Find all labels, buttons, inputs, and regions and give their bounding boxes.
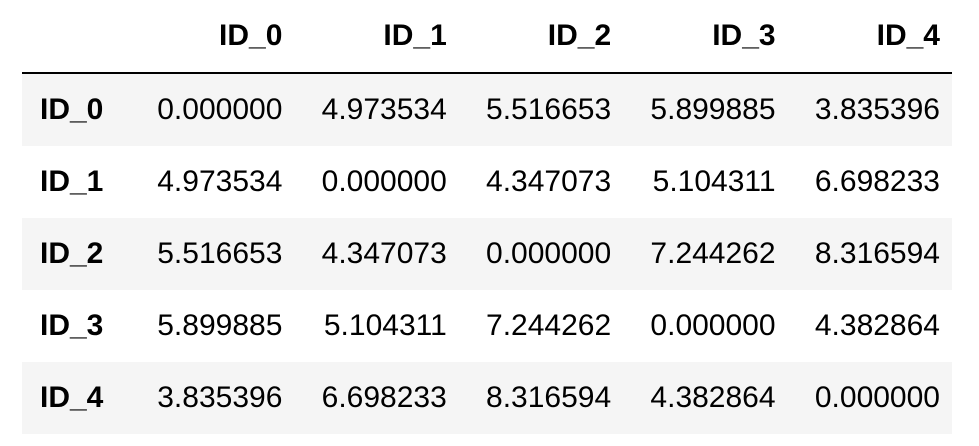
table-corner-cell — [22, 0, 130, 74]
row-index-label: ID_1 — [40, 165, 104, 198]
table-cell: 0.000000 — [650, 309, 776, 342]
table-row: ID_0 0.000000 4.973534 5.516653 5.899885… — [22, 73, 952, 146]
table-cell: 4.347073 — [486, 165, 612, 198]
column-header-id-4: ID_4 — [787, 0, 952, 74]
column-header-id-2: ID_2 — [458, 0, 624, 74]
column-header-id-0: ID_0 — [130, 0, 295, 74]
row-index-label: ID_4 — [22, 362, 130, 434]
table-cell: 3.835396 — [130, 362, 295, 434]
column-header-id-3: ID_3 — [623, 0, 788, 74]
table-cell: 5.899885 — [623, 73, 788, 146]
table-header-row: ID_0 ID_1 ID_2 ID_3 ID_4 — [22, 0, 952, 74]
table-cell: 0.000000 — [458, 218, 624, 290]
table-cell: 8.316594 — [458, 362, 624, 434]
column-header-id-1: ID_1 — [294, 0, 459, 74]
table-cell: 4.382864 — [814, 309, 940, 342]
table-cell: 0.000000 — [130, 73, 295, 146]
table-cell: 5.104311 — [323, 309, 447, 342]
row-index-label: ID_0 — [22, 73, 130, 146]
table-cell: 4.973534 — [294, 73, 459, 146]
table-cell: 7.244262 — [623, 218, 788, 290]
distance-matrix-table: ID_0 ID_1 ID_2 ID_3 ID_4 ID_0 0.000000 4… — [22, 0, 952, 434]
table-cell: 5.516653 — [458, 73, 624, 146]
row-index-label: ID_3 — [40, 309, 104, 342]
table-cell: 4.347073 — [294, 218, 459, 290]
table-row: ID_1 4.973534 0.000000 4.347073 5.104311… — [22, 146, 952, 218]
table-cell: 6.698233 — [814, 165, 940, 198]
table-cell: 0.000000 — [321, 165, 447, 198]
table-cell: 4.382864 — [623, 362, 788, 434]
table-cell: 6.698233 — [294, 362, 459, 434]
table-row: ID_4 3.835396 6.698233 8.316594 4.382864… — [22, 362, 952, 434]
table-cell: 0.000000 — [787, 362, 952, 434]
table-cell: 3.835396 — [787, 73, 952, 146]
table-row: ID_3 5.899885 5.104311 7.244262 0.000000… — [22, 290, 952, 362]
table-cell: 5.104311 — [652, 165, 776, 198]
row-index-label: ID_2 — [22, 218, 130, 290]
table-cell: 5.516653 — [130, 218, 295, 290]
table-cell: 5.899885 — [157, 309, 283, 342]
table-cell: 8.316594 — [787, 218, 952, 290]
table-cell: 4.973534 — [157, 165, 283, 198]
table-row: ID_2 5.516653 4.347073 0.000000 7.244262… — [22, 218, 952, 290]
table-cell: 7.244262 — [486, 309, 612, 342]
